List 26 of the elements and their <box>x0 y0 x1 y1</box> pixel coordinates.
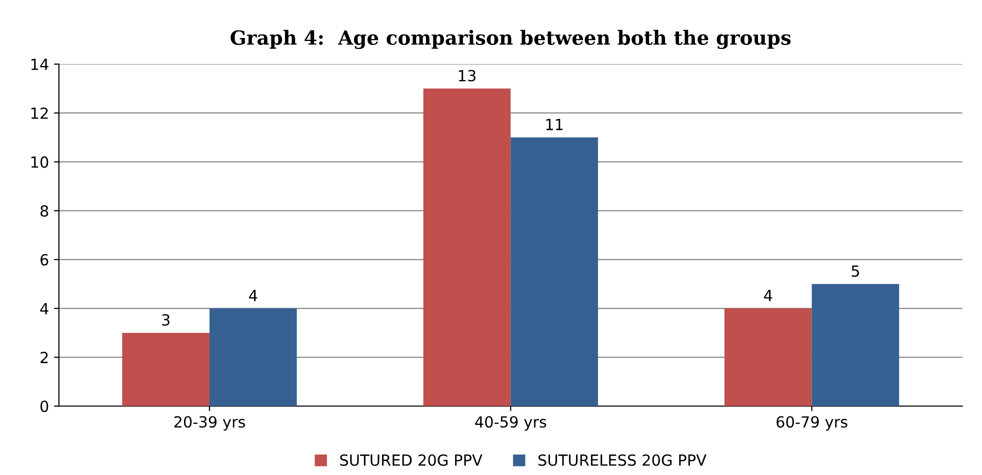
legend-label: SUTURED 20G PPV <box>340 454 482 466</box>
bar <box>724 308 812 406</box>
chart-title: Graph 4: Age comparison between both the groups <box>230 30 791 49</box>
data-label: 4 <box>249 290 258 302</box>
bar <box>812 284 900 406</box>
bar <box>209 308 297 406</box>
y-tick-label: 2 <box>40 352 48 364</box>
bar <box>122 332 210 406</box>
y-tick-label: 14 <box>31 58 48 70</box>
y-tick-label: 0 <box>40 400 48 412</box>
data-label: 4 <box>764 290 772 302</box>
bar <box>510 137 598 406</box>
x-tick-label: 40-59 yrs <box>475 416 546 431</box>
legend-label: SUTURELESS 20G PPV <box>538 454 706 466</box>
y-tick-label: 4 <box>40 303 48 314</box>
data-label: 5 <box>852 266 859 277</box>
y-tick-label: 12 <box>31 107 48 119</box>
bar <box>423 88 511 406</box>
data-label: 13 <box>458 70 476 82</box>
y-tick-label: 6 <box>40 254 48 266</box>
y-tick-label: 8 <box>40 205 48 217</box>
x-tick-label: 20-39 yrs <box>174 416 246 431</box>
x-tick-label: 60-79 yrs <box>776 416 848 431</box>
y-tick-label: 10 <box>31 156 48 168</box>
data-label: 3 <box>162 314 170 326</box>
data-label: 11 <box>546 118 563 130</box>
